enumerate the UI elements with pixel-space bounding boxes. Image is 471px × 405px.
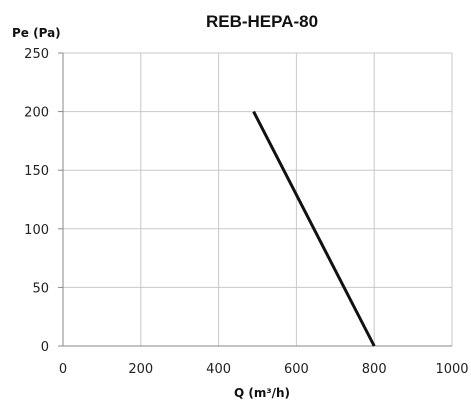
- x-axis-label: Q (m³/h): [234, 386, 290, 400]
- y-tick-labels: 0 50 100 150 200 250: [24, 47, 49, 355]
- chart-title: REB-HEPA-80: [206, 12, 318, 31]
- x-tick-label: 200: [128, 362, 153, 377]
- axes: [58, 52, 452, 347]
- y-tick-label: 0: [41, 340, 49, 355]
- x-tick-label: 800: [362, 362, 387, 377]
- y-tick-label: 50: [32, 281, 49, 296]
- y-axis-label: Pe (Pa): [12, 26, 61, 40]
- x-tick-labels: 0 200 400 600 800 1000: [59, 362, 469, 377]
- series-layer: [252, 110, 376, 347]
- y-tick-label: 100: [24, 223, 49, 238]
- grid: [63, 52, 453, 346]
- x-tick-label: 400: [206, 362, 231, 377]
- y-tick-label: 150: [24, 164, 49, 179]
- x-tick-label: 1000: [435, 362, 468, 377]
- y-tick-label: 200: [24, 106, 49, 121]
- x-tick-label: 0: [59, 362, 67, 377]
- series-line: [252, 110, 376, 347]
- y-tick-label: 250: [24, 47, 49, 62]
- x-tick-label: 600: [284, 362, 309, 377]
